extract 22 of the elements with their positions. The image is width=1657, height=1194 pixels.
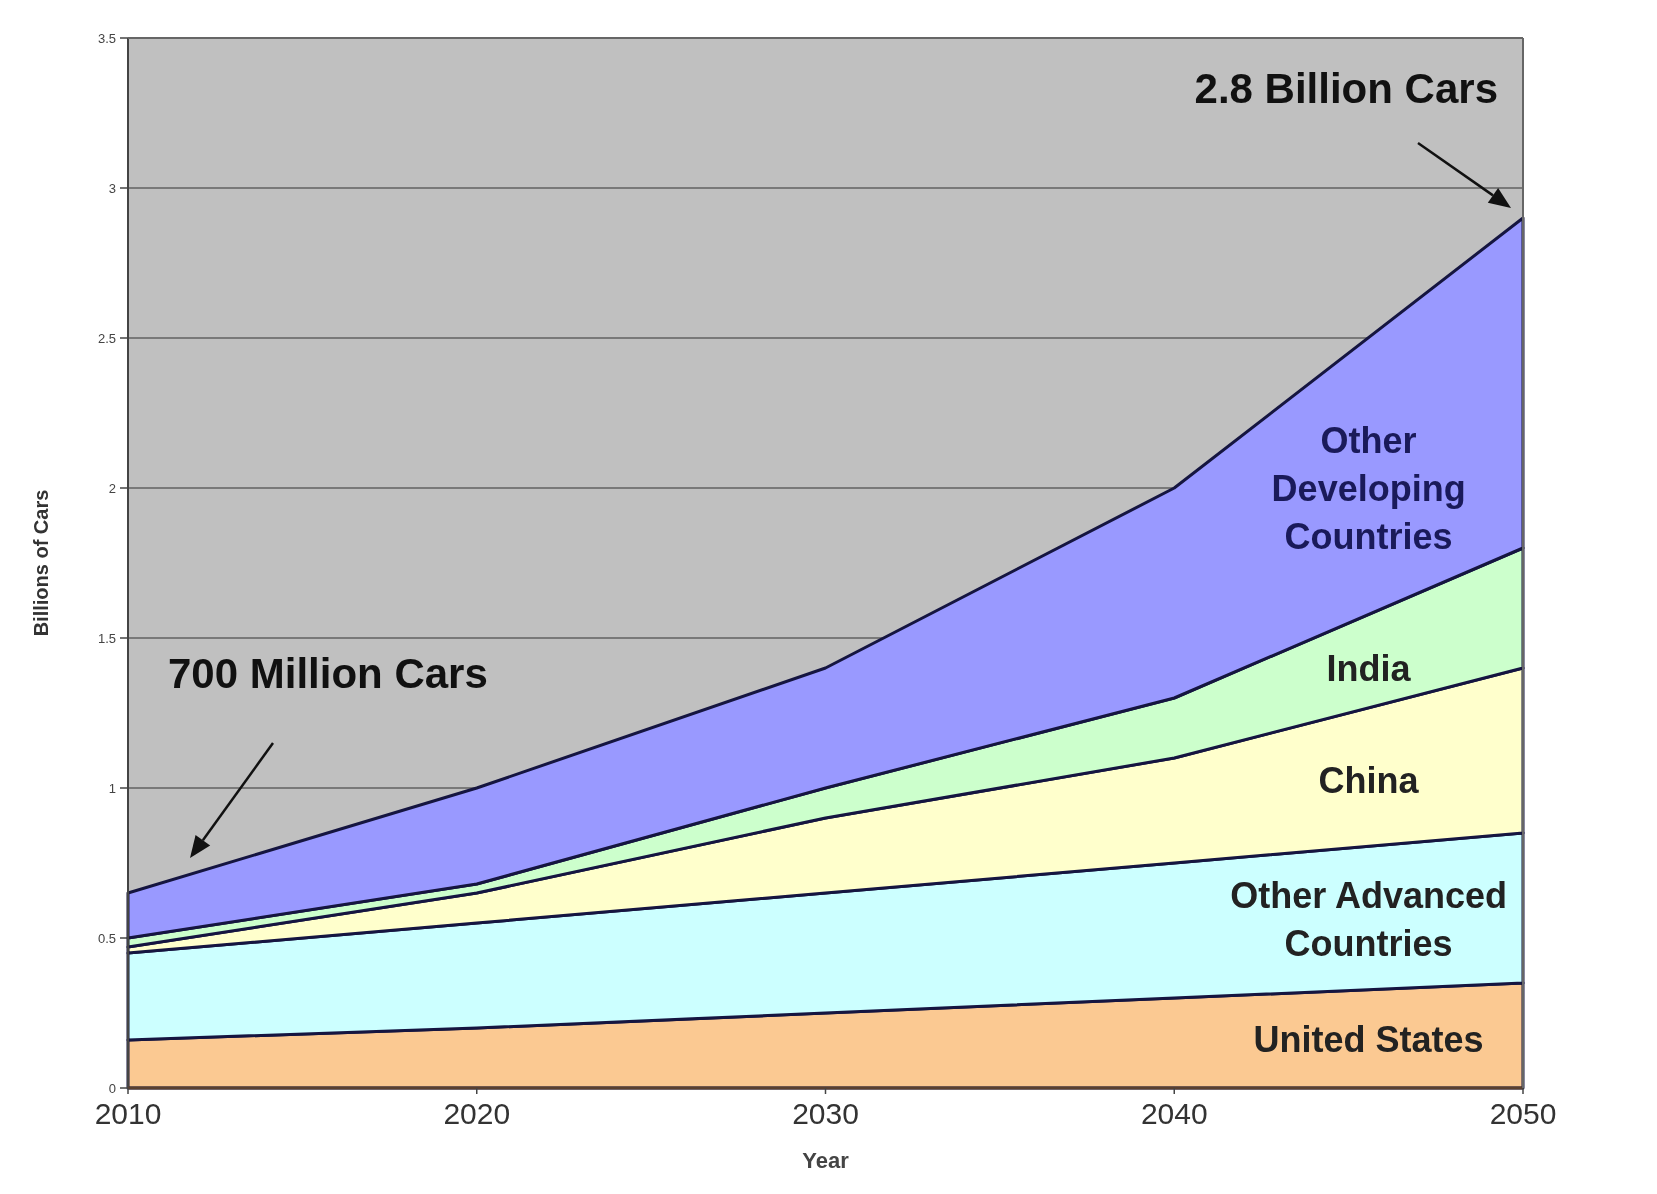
y-tick-label: 3.5 — [97, 30, 116, 46]
x-tick-label: 2020 — [443, 1097, 511, 1130]
y-tick-label: 1 — [108, 780, 116, 796]
series-label: Other Advanced Countries — [1230, 874, 1507, 964]
annotation: 2.8 Billion Cars — [1194, 65, 1498, 112]
y-tick-label: 0.5 — [97, 930, 116, 946]
y-tick-label: 3 — [108, 180, 116, 196]
x-axis-title: Year — [802, 1148, 850, 1173]
y-axis-title: Billions of Cars — [30, 489, 52, 637]
y-tick-label: 1.5 — [97, 630, 116, 646]
annotation: 700 Million Cars — [168, 650, 488, 697]
series-label: Other Developing Countries — [1271, 419, 1466, 557]
x-tick-label: 2050 — [1489, 1097, 1557, 1130]
y-tick-label: 0 — [108, 1080, 116, 1096]
x-tick-label: 2030 — [792, 1097, 859, 1130]
series-label: United States — [1253, 1018, 1484, 1060]
y-tick-label: 2.5 — [97, 330, 116, 346]
series-label: China — [1318, 760, 1420, 802]
series-label: India — [1326, 647, 1412, 689]
x-tick-label: 2010 — [94, 1097, 162, 1130]
y-tick-label: 2 — [108, 480, 116, 496]
x-tick-label: 2040 — [1140, 1097, 1208, 1130]
